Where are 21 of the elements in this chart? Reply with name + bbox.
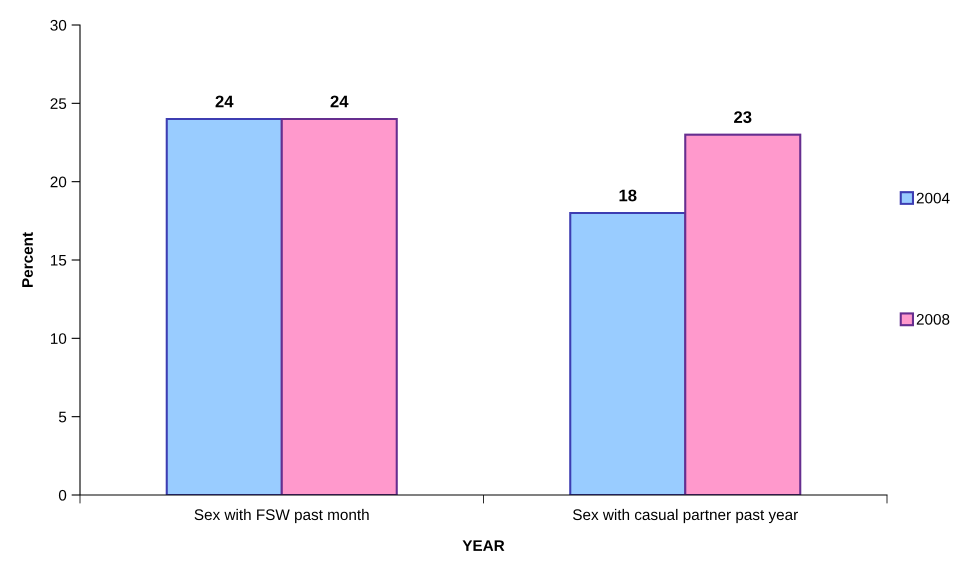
legend-label: 2004 — [916, 192, 950, 204]
y-tick-label: 0 — [58, 490, 66, 501]
y-tick-label: 15 — [50, 255, 66, 266]
x-tick-label: Sex with casual partner past year — [573, 508, 798, 524]
x-tick-label: Sex with FSW past month — [194, 508, 369, 524]
x-axis-title: YEAR — [462, 540, 504, 551]
y-axis-title: Percent — [22, 232, 33, 287]
y-tick-label: 5 — [58, 412, 66, 422]
data-label: 23 — [734, 111, 752, 124]
data-label: 18 — [620, 190, 637, 202]
y-tick-label: 20 — [50, 176, 66, 188]
bar — [569, 212, 686, 495]
bar — [166, 118, 283, 495]
y-tick-label: 25 — [50, 98, 66, 110]
bar — [280, 118, 398, 495]
data-label: 24 — [330, 96, 348, 108]
data-label: 24 — [216, 96, 234, 108]
y-tick-label: 30 — [50, 20, 66, 31]
legend-label: 2008 — [916, 314, 950, 325]
y-tick-label: 10 — [50, 333, 66, 344]
bar — [684, 134, 802, 495]
